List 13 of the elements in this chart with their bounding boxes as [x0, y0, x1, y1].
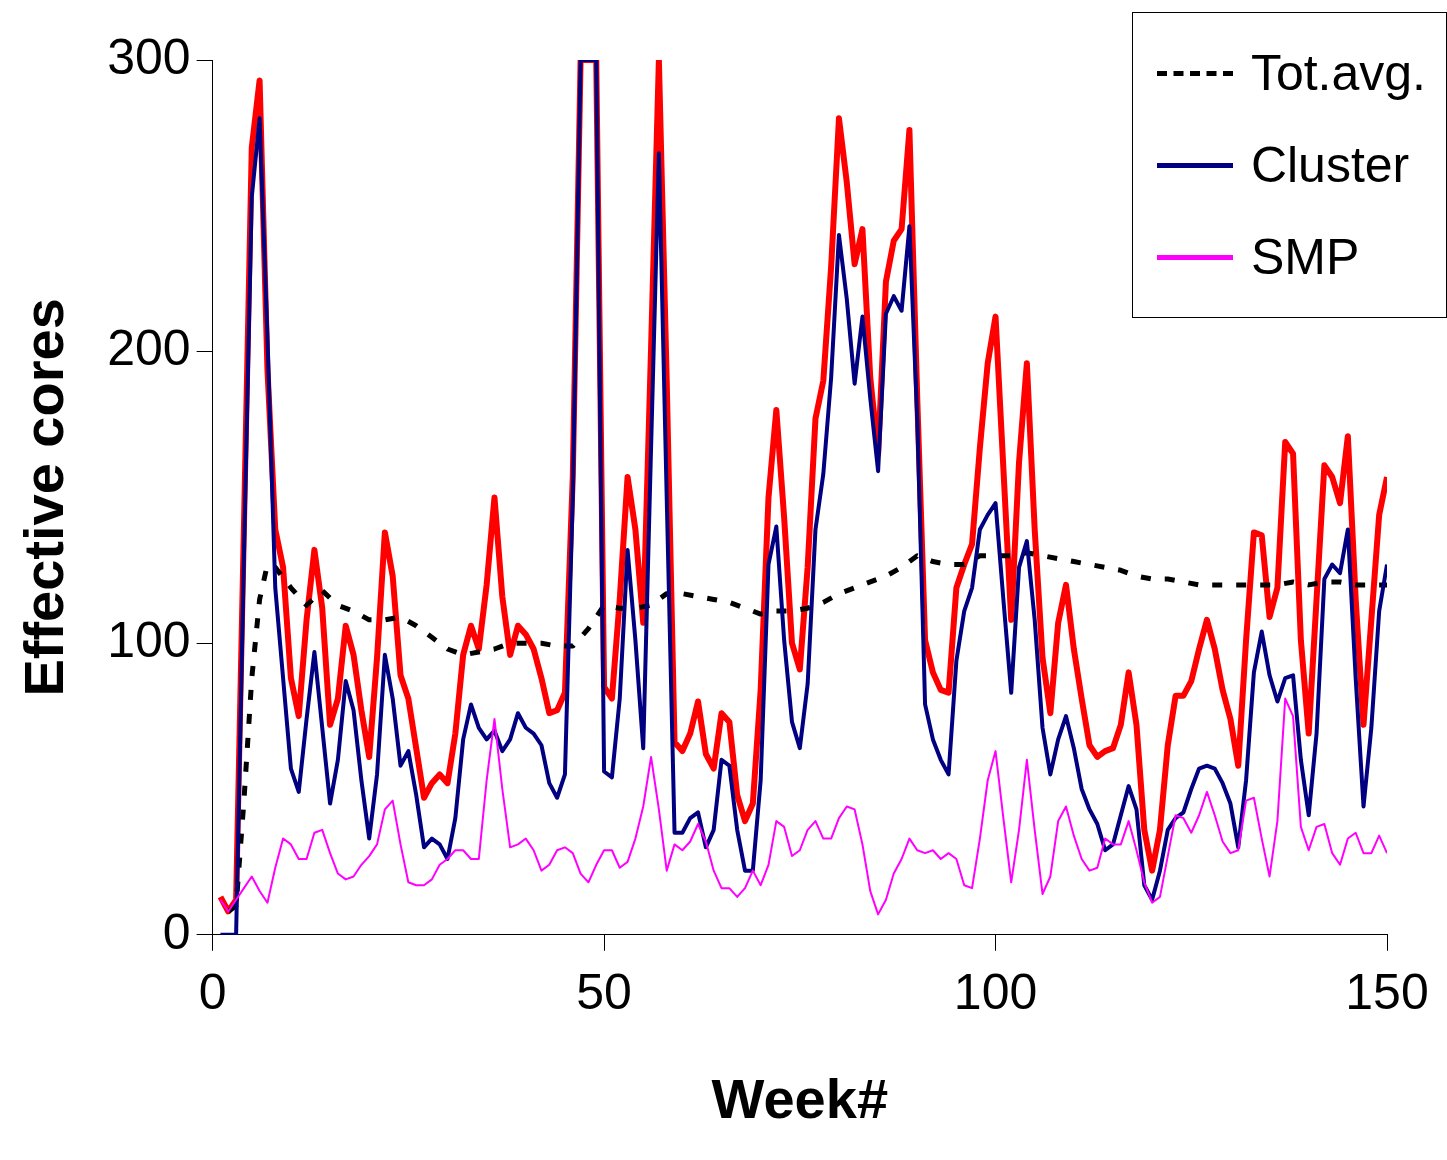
x-tick-label: 0 [198, 963, 227, 1020]
y-tick-label: 200 [107, 320, 191, 377]
y-tick-label: 300 [107, 28, 191, 85]
y-axis-title: Effective cores [12, 298, 76, 697]
y-tick-label: 100 [107, 611, 191, 668]
legend-label: SMP [1250, 228, 1360, 286]
y-tick-label: 0 [162, 903, 191, 960]
x-tick-label: 100 [953, 963, 1038, 1020]
legend-label: Cluster [1250, 136, 1410, 194]
x-axis-title: Week# [711, 1066, 889, 1130]
x-tick-label: 50 [576, 963, 632, 1020]
x-tick-label: 150 [1345, 963, 1429, 1020]
legend-label: Tot.avg. [1250, 44, 1426, 102]
